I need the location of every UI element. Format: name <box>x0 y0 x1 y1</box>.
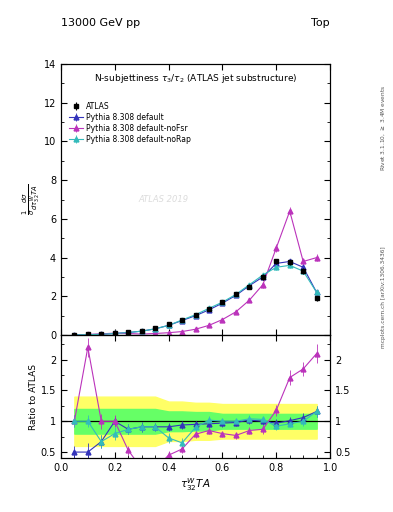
Text: Top: Top <box>312 18 330 28</box>
Text: Rivet 3.1.10, $\geq$ 3.4M events: Rivet 3.1.10, $\geq$ 3.4M events <box>379 85 387 171</box>
Y-axis label: $\frac{1}{\sigma}\frac{d\sigma}{d\tau_{32}^{W}TA}$: $\frac{1}{\sigma}\frac{d\sigma}{d\tau_{3… <box>21 184 42 215</box>
Text: 13000 GeV pp: 13000 GeV pp <box>61 18 140 28</box>
Legend: ATLAS, Pythia 8.308 default, Pythia 8.308 default-noFsr, Pythia 8.308 default-no: ATLAS, Pythia 8.308 default, Pythia 8.30… <box>68 100 192 145</box>
Y-axis label: Ratio to ATLAS: Ratio to ATLAS <box>29 364 38 430</box>
X-axis label: $\tau_{32}^{W}TA$: $\tau_{32}^{W}TA$ <box>180 476 211 493</box>
Text: N-subjettiness $\tau_3/\tau_2$ (ATLAS jet substructure): N-subjettiness $\tau_3/\tau_2$ (ATLAS je… <box>94 72 298 85</box>
Text: ATLAS 2019: ATLAS 2019 <box>138 195 188 204</box>
Text: mcplots.cern.ch [arXiv:1306.3436]: mcplots.cern.ch [arXiv:1306.3436] <box>381 246 386 348</box>
